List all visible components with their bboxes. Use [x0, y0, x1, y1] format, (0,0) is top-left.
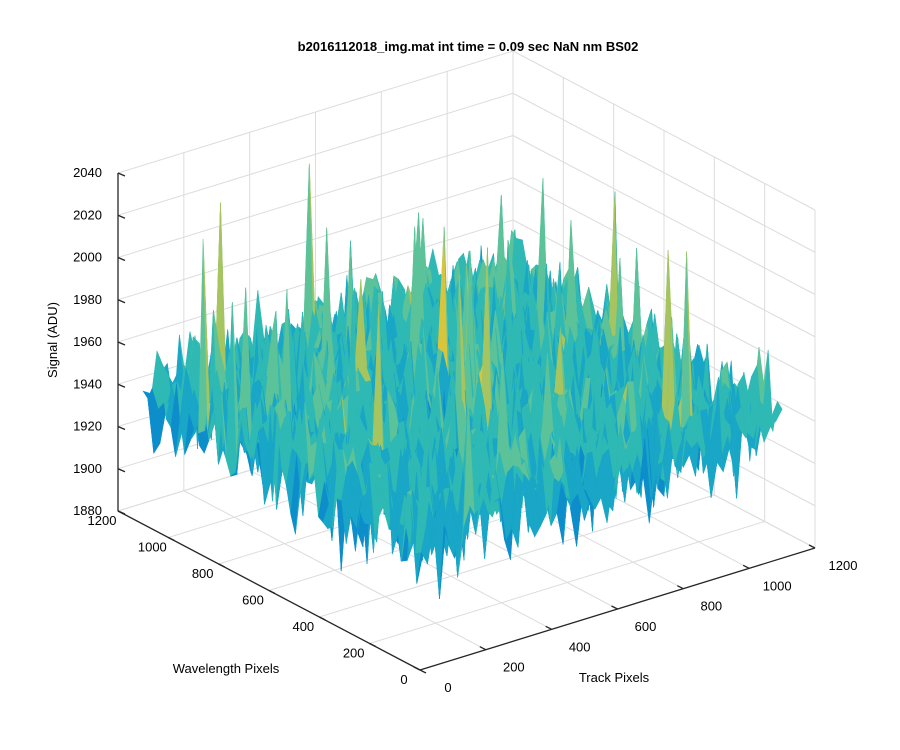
- wavelength-tick-label: 200: [343, 646, 365, 661]
- track-tick-mark: [742, 564, 750, 569]
- z-tick-mark: [117, 172, 126, 177]
- track-tick-mark: [479, 646, 487, 651]
- track-tick-label: 400: [569, 639, 591, 654]
- track-tick-mark: [545, 625, 552, 630]
- track-tick-mark: [413, 666, 421, 671]
- back-wall-grid-line: [117, 92, 514, 216]
- side-wall-grid-line: [512, 92, 816, 253]
- side-wall-grid-line: [512, 135, 816, 295]
- track-tick-label: 1000: [763, 578, 792, 593]
- track-tick-label: 600: [635, 619, 657, 634]
- track-tick-label: 800: [700, 599, 722, 614]
- chart-title: b2016112018_img.mat int time = 0.09 sec …: [298, 39, 639, 54]
- back-wall-grid-line: [117, 50, 514, 174]
- track-tick-label: 1200: [829, 558, 858, 573]
- wavelength-tick-label: 1200: [88, 513, 117, 528]
- wavelength-axis-ticks: 0 200 400 600 800 1000 1200: [88, 510, 427, 687]
- wavelength-tick-mark: [117, 510, 125, 515]
- wavelength-tick-mark: [419, 669, 427, 674]
- wavelength-axis-label: Wavelength Pixels: [173, 661, 280, 676]
- track-tick-mark: [677, 585, 684, 590]
- back-wall-grid-line: [117, 135, 514, 258]
- wavelength-tick-label: 600: [242, 593, 264, 608]
- floor-grid-line: [369, 521, 765, 644]
- z-tick-mark: [117, 256, 126, 262]
- wavelength-tick-mark: [369, 642, 376, 648]
- surface-mesh: [142, 163, 783, 599]
- wavelength-tick-label: 400: [292, 619, 314, 634]
- track-tick-label: 200: [503, 660, 525, 675]
- wavelength-tick-mark: [218, 563, 225, 568]
- track-axis-label: Track Pixels: [579, 670, 650, 685]
- z-tick-label: 2040: [73, 165, 102, 180]
- z-tick-label: 1900: [73, 461, 102, 476]
- z-tick-label: 1980: [73, 292, 102, 307]
- track-axis-ticks: 0 200 400 600 800 1000 1200: [413, 544, 858, 695]
- track-tick-mark: [808, 544, 816, 549]
- side-wall-grid-line: [512, 50, 816, 211]
- z-tick-label: 1920: [73, 419, 102, 434]
- track-tick-label: 0: [444, 680, 451, 695]
- z-tick-mark: [117, 214, 126, 219]
- z-tick-mark: [117, 425, 126, 431]
- z-axis-label: Signal (ADU): [45, 302, 60, 378]
- wavelength-tick-label: 0: [400, 672, 407, 687]
- z-tick-mark: [117, 299, 126, 304]
- z-tick-label: 1960: [73, 334, 102, 349]
- back-wall-grid-line: [117, 177, 514, 301]
- wavelength-tick-label: 1000: [138, 540, 167, 555]
- z-tick-mark: [117, 383, 126, 388]
- z-tick-label: 2020: [73, 207, 102, 222]
- z-tick-mark: [117, 468, 126, 473]
- wavelength-tick-mark: [268, 589, 276, 595]
- z-tick-label: 1940: [73, 376, 102, 391]
- z-axis-ticks: 1880 1900 1920 1940 1960 1980 2000 2020 2040: [73, 165, 126, 518]
- surface-cell: [771, 400, 783, 422]
- z-tick-label: 2000: [73, 250, 102, 265]
- wavelength-tick-label: 800: [192, 566, 214, 581]
- z-tick-label: 1880: [73, 503, 102, 518]
- z-tick-mark: [117, 341, 126, 346]
- wavelength-tick-mark: [168, 536, 175, 542]
- back-wall-grid-line: [117, 219, 514, 343]
- side-wall-grid-line: [512, 219, 816, 380]
- track-tick-mark: [611, 605, 618, 610]
- wavelength-tick-mark: [319, 616, 326, 621]
- side-wall-grid-line: [512, 177, 816, 338]
